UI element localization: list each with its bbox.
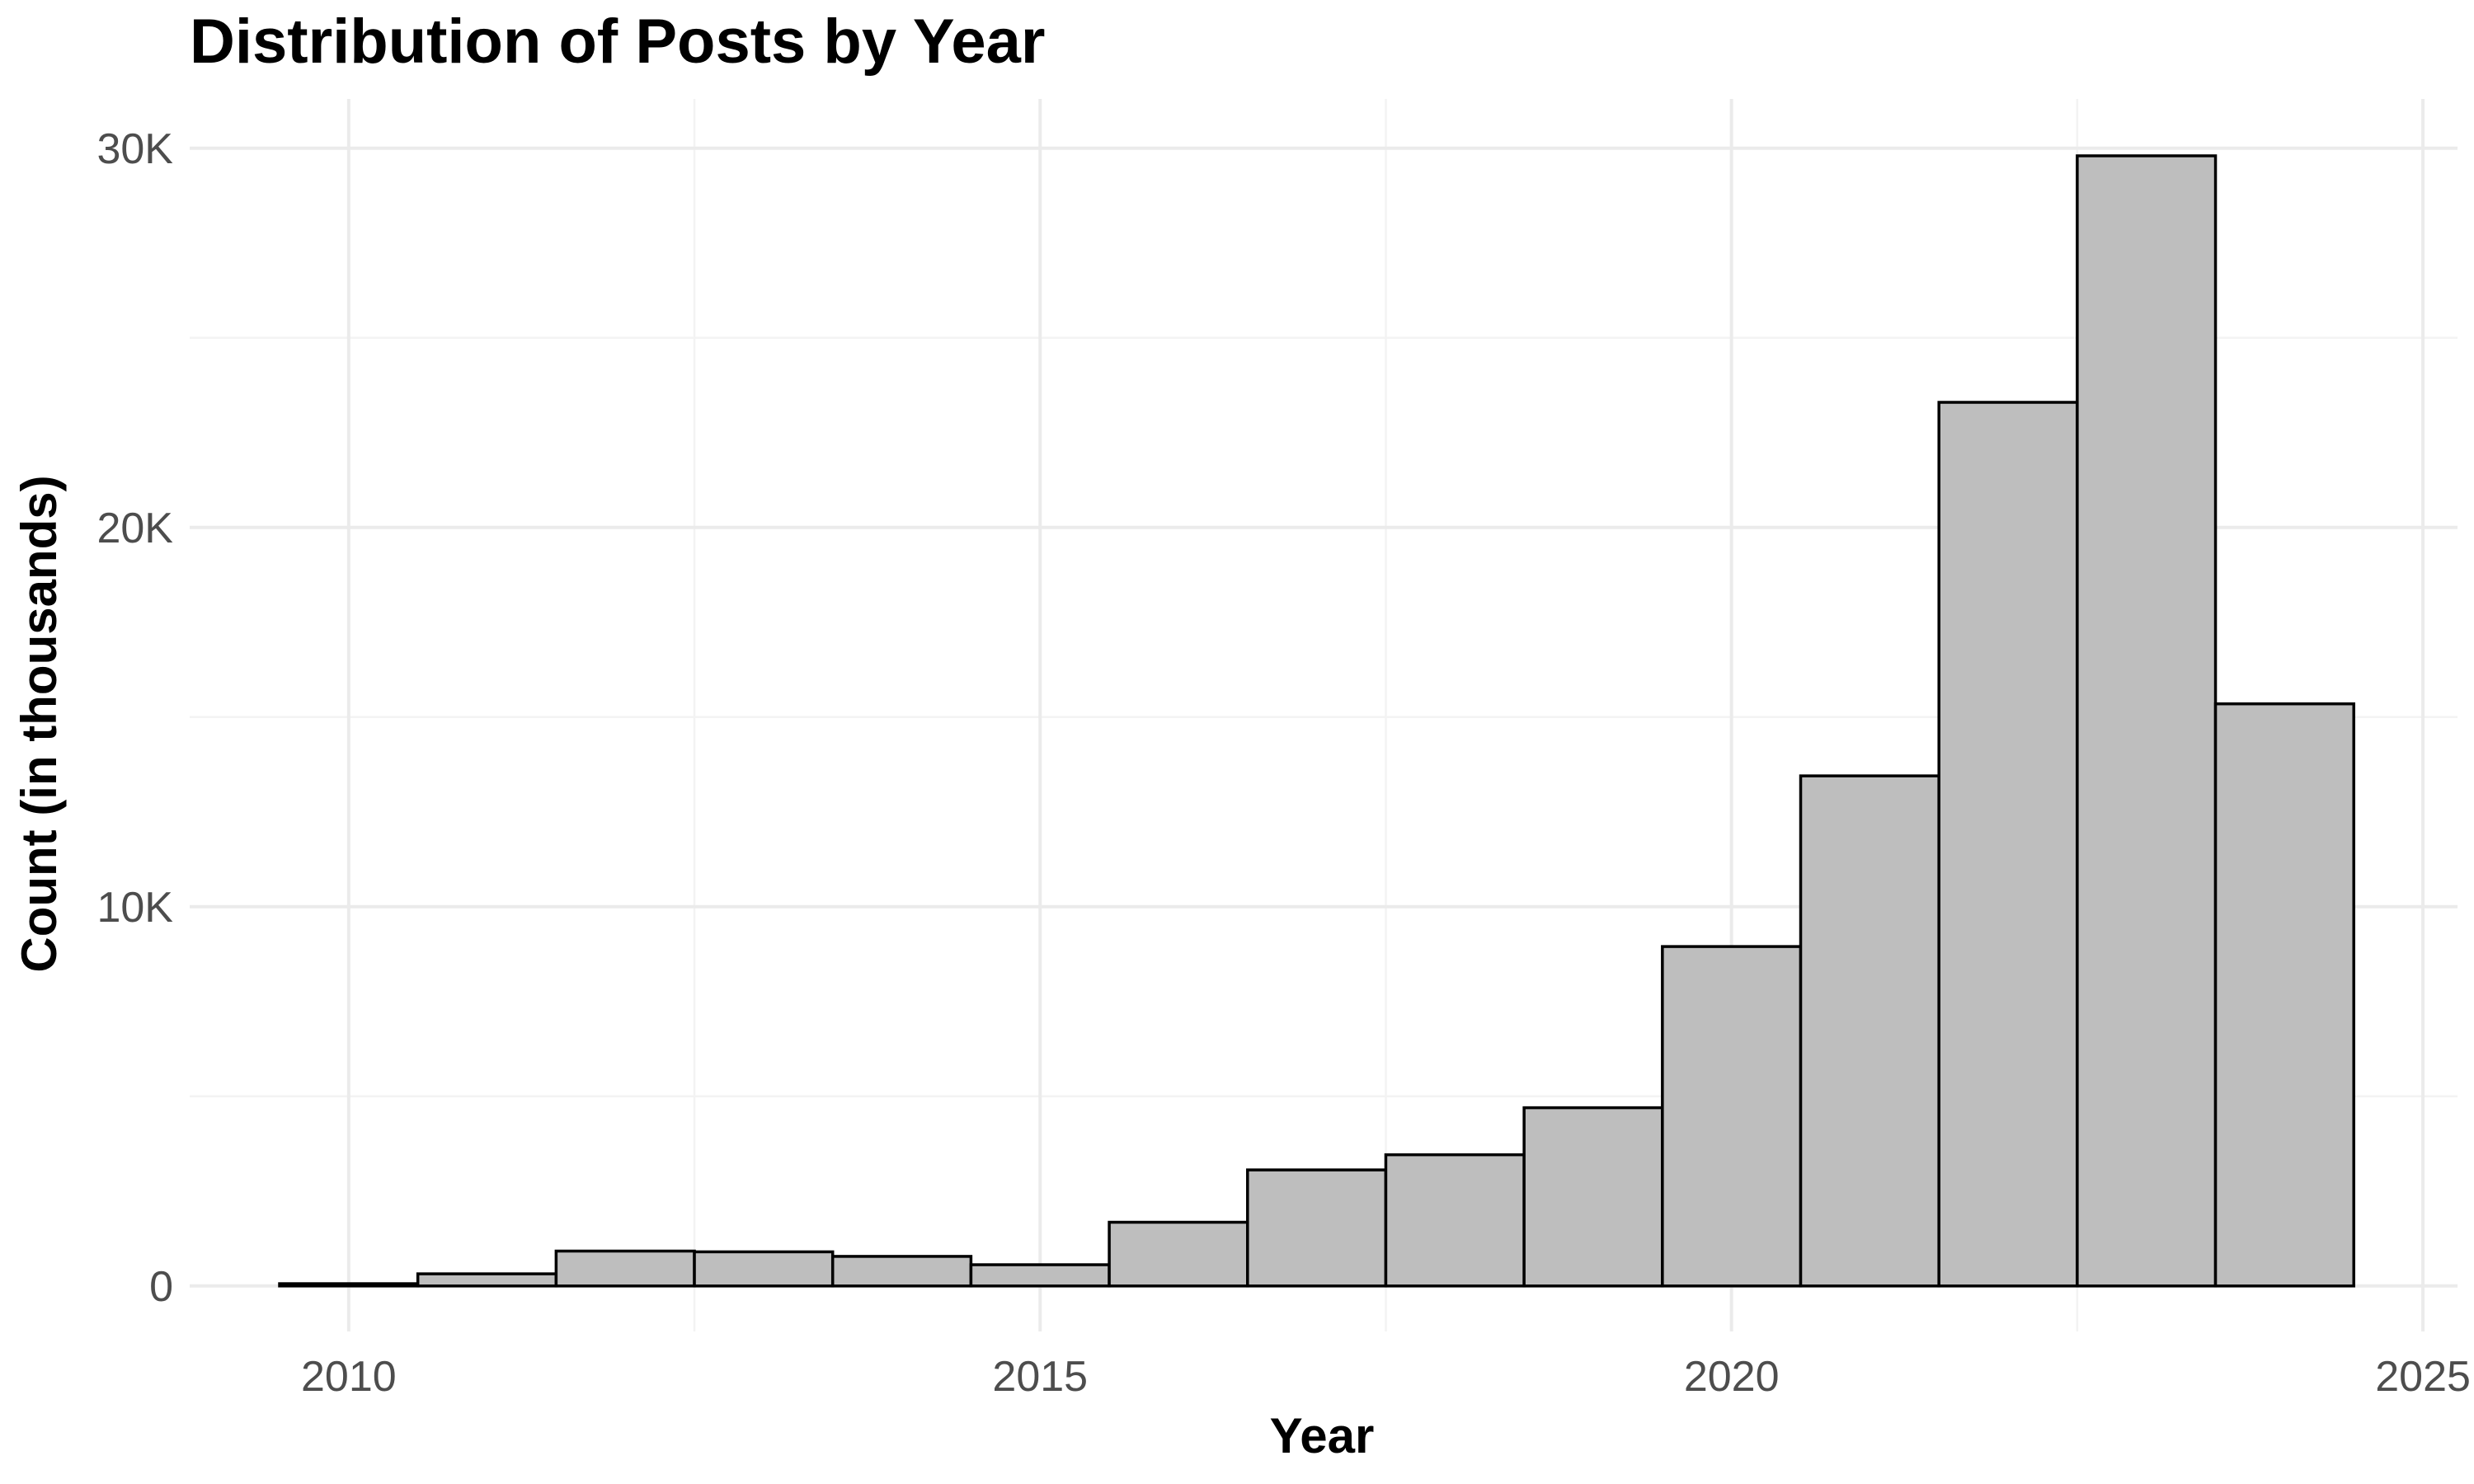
x-tick-label: 2015 bbox=[992, 1353, 1088, 1401]
bar-2011 bbox=[418, 1274, 557, 1286]
x-axis-title: Year bbox=[1270, 1408, 1375, 1463]
bars bbox=[280, 156, 2354, 1286]
y-tick-label: 30K bbox=[96, 125, 173, 173]
bar-2019 bbox=[1524, 1108, 1663, 1286]
y-axis-ticks: 0 10K 20K 30K bbox=[96, 125, 173, 1311]
x-axis-ticks: 2010 2015 2020 2025 bbox=[301, 1353, 2471, 1401]
bar-2022 bbox=[1939, 402, 2077, 1286]
bar-2013 bbox=[694, 1252, 833, 1285]
bar-2018 bbox=[1385, 1155, 1524, 1286]
y-tick-label: 20K bbox=[96, 505, 173, 552]
y-axis-title: Count (in thousands) bbox=[12, 475, 67, 972]
x-tick-label: 2010 bbox=[301, 1353, 397, 1401]
bar-2016 bbox=[1109, 1223, 1248, 1286]
bar-2024 bbox=[2216, 704, 2354, 1286]
x-tick-label: 2020 bbox=[1684, 1353, 1780, 1401]
bar-2021 bbox=[1801, 776, 1940, 1286]
x-tick-label: 2025 bbox=[2375, 1353, 2471, 1401]
bar-2020 bbox=[1663, 946, 1801, 1286]
bar-2012 bbox=[556, 1251, 694, 1285]
bar-2010 bbox=[280, 1284, 418, 1286]
chart-title: Distribution of Posts by Year bbox=[190, 7, 1045, 77]
y-tick-label: 0 bbox=[149, 1263, 173, 1311]
bar-2017 bbox=[1248, 1170, 1386, 1286]
bar-2023 bbox=[2077, 156, 2216, 1286]
bar-2014 bbox=[833, 1256, 971, 1286]
bar-2015 bbox=[971, 1265, 1109, 1286]
y-tick-label: 10K bbox=[96, 884, 173, 932]
